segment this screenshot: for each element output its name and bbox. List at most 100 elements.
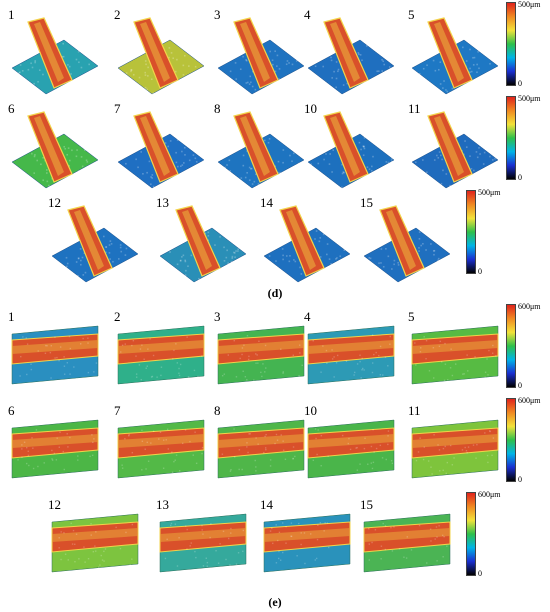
surface-texture	[243, 155, 245, 157]
surface-texture	[197, 376, 198, 377]
surface-texture	[163, 468, 164, 469]
surface-texture	[215, 550, 216, 551]
surface-tile: 7	[112, 406, 208, 492]
surface-texture	[489, 156, 491, 158]
surface-texture	[272, 543, 273, 544]
surface-texture	[313, 340, 314, 341]
surface-texture	[446, 173, 448, 175]
surface-texture	[93, 551, 94, 552]
sample-number-label: 3	[214, 310, 221, 323]
surface-tile: 4	[302, 312, 398, 398]
surface-texture	[45, 353, 46, 354]
surface-texture	[51, 450, 52, 451]
sample-number-label: 7	[114, 404, 121, 417]
surface-texture	[168, 448, 169, 449]
surface-texture	[252, 183, 254, 185]
surface-texture	[373, 354, 374, 355]
surface-texture	[238, 469, 239, 470]
surface-texture	[69, 437, 70, 438]
surface-texture	[257, 362, 258, 363]
surface-texture	[304, 532, 305, 533]
surface-texture	[346, 361, 347, 362]
surface-texture	[265, 434, 266, 435]
surface-texture	[492, 159, 494, 161]
surface-texture	[466, 354, 467, 355]
surface-texture	[441, 159, 443, 161]
surface-texture	[125, 254, 127, 256]
surface-texture	[382, 472, 383, 473]
surface-texture	[315, 567, 316, 568]
surface-texture	[250, 81, 252, 83]
surface-texture	[339, 566, 340, 567]
surface-texture	[371, 462, 372, 463]
surface-texture	[285, 542, 286, 543]
surface-texture	[476, 71, 478, 73]
surface-texture	[411, 549, 412, 550]
surface-texture	[73, 366, 74, 367]
surface-texture	[183, 162, 185, 164]
surface-texture	[255, 353, 256, 354]
surface-plot	[258, 198, 354, 284]
surface-texture	[231, 261, 233, 263]
surface-texture	[146, 172, 148, 174]
surface-texture	[231, 257, 233, 259]
surface-texture	[443, 448, 444, 449]
surface-texture	[319, 237, 321, 239]
surface-texture	[31, 437, 32, 438]
surface-texture	[358, 53, 360, 55]
surface-texture	[81, 67, 83, 69]
surface-texture	[330, 263, 332, 265]
surface-texture	[289, 155, 291, 157]
surface-texture	[169, 251, 171, 253]
surface-texture	[388, 430, 389, 431]
surface-texture	[317, 525, 318, 526]
surface-tile: 1	[6, 312, 102, 398]
surface-plot	[406, 312, 502, 398]
surface-texture	[234, 340, 235, 341]
surface-texture	[85, 272, 87, 274]
surface-texture	[430, 529, 431, 530]
surface-texture	[444, 380, 445, 381]
surface-texture	[94, 545, 95, 546]
surface-texture	[257, 443, 258, 444]
surface-texture	[275, 524, 276, 525]
surface-texture	[160, 375, 161, 376]
surface-texture	[385, 357, 386, 358]
surface-texture	[285, 459, 286, 460]
surface-texture	[372, 334, 373, 335]
surface-texture	[65, 554, 66, 555]
surface-texture	[73, 530, 74, 531]
surface-texture	[418, 451, 419, 452]
surface-texture	[278, 161, 280, 163]
surface-texture	[245, 59, 247, 61]
surface-texture	[185, 274, 187, 276]
surface-texture	[237, 248, 239, 250]
surface-texture	[26, 447, 27, 448]
surface-texture	[487, 462, 488, 463]
surface-tile: 5	[406, 10, 502, 96]
surface-texture	[32, 448, 33, 449]
surface-texture	[437, 157, 439, 159]
sample-number-label: 3	[214, 8, 221, 21]
surface-texture	[440, 341, 441, 342]
surface-texture	[153, 355, 154, 356]
surface-texture	[434, 159, 436, 161]
surface-texture	[439, 346, 440, 347]
surface-tile: 10	[302, 104, 398, 190]
surface-texture	[270, 465, 271, 466]
surface-texture	[45, 345, 46, 346]
surface-texture	[443, 470, 444, 471]
surface-texture	[131, 558, 132, 559]
surface-texture	[382, 60, 384, 62]
surface-texture	[331, 60, 333, 62]
surface-texture	[109, 244, 111, 246]
surface-texture	[419, 73, 421, 75]
surface-texture	[76, 149, 78, 151]
surface-texture	[430, 540, 431, 541]
surface-texture	[391, 160, 393, 162]
surface-texture	[277, 440, 278, 441]
surface-texture	[186, 336, 187, 337]
surface-texture	[283, 450, 284, 451]
surface-texture	[183, 74, 185, 76]
surface-texture	[150, 442, 151, 443]
